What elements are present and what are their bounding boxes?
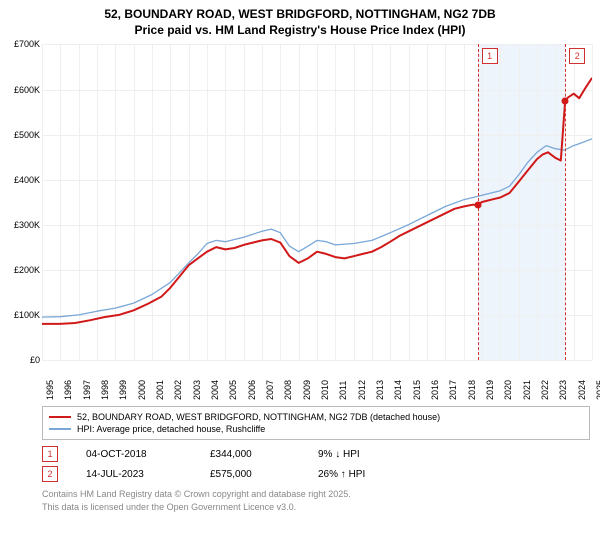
x-axis-label: 2023 xyxy=(558,380,568,400)
x-axis-label: 2018 xyxy=(467,380,477,400)
legend-label: 52, BOUNDARY ROAD, WEST BRIDGFORD, NOTTI… xyxy=(77,412,440,422)
x-axis-label: 2024 xyxy=(577,380,587,400)
series-hpi xyxy=(42,139,592,317)
x-axis-label: 2005 xyxy=(228,380,238,400)
legend-swatch xyxy=(49,428,71,430)
x-axis-label: 2007 xyxy=(265,380,275,400)
legend-box: 52, BOUNDARY ROAD, WEST BRIDGFORD, NOTTI… xyxy=(42,406,590,440)
x-axis-label: 2020 xyxy=(503,380,513,400)
x-axis-label: 2019 xyxy=(485,380,495,400)
line-series-svg xyxy=(42,44,592,360)
sale-data-point xyxy=(562,97,569,104)
sale-date: 14-JUL-2023 xyxy=(86,469,182,480)
y-axis-label: £100K xyxy=(0,310,40,320)
x-axis-label: 2001 xyxy=(155,380,165,400)
x-axis-label: 1996 xyxy=(63,380,73,400)
sale-row-badge: 2 xyxy=(42,466,58,482)
sale-row: 1 04-OCT-2018 £344,000 9% ↓ HPI xyxy=(42,446,590,462)
footer-copyright: Contains HM Land Registry data © Crown c… xyxy=(42,488,590,512)
x-axis-label: 1997 xyxy=(82,380,92,400)
y-axis-label: £500K xyxy=(0,130,40,140)
x-axis-label: 1998 xyxy=(100,380,110,400)
sale-hpi-delta: 9% ↓ HPI xyxy=(318,449,418,460)
y-axis-label: £600K xyxy=(0,85,40,95)
sale-row-badge: 1 xyxy=(42,446,58,462)
x-axis-label: 1995 xyxy=(45,380,55,400)
x-axis-label: 1999 xyxy=(118,380,128,400)
plot-region: 12 xyxy=(42,44,592,360)
footer-line-1: Contains HM Land Registry data © Crown c… xyxy=(42,488,590,500)
footer-line-2: This data is licensed under the Open Gov… xyxy=(42,501,590,513)
x-axis-label: 2025 xyxy=(595,380,600,400)
chart-area: 12 £0£100K£200K£300K£400K£500K£600K£700K… xyxy=(0,38,600,378)
legend-label: HPI: Average price, detached house, Rush… xyxy=(77,424,265,434)
x-axis-label: 2011 xyxy=(338,381,348,400)
x-axis-label: 2017 xyxy=(448,380,458,400)
legend-swatch xyxy=(49,416,71,418)
x-axis-label: 2004 xyxy=(210,380,220,400)
x-axis-label: 2003 xyxy=(192,380,202,400)
sale-data-point xyxy=(474,202,481,209)
legend-item: HPI: Average price, detached house, Rush… xyxy=(49,423,583,435)
x-axis-label: 2009 xyxy=(302,380,312,400)
x-axis-label: 2002 xyxy=(173,380,183,400)
x-axis-label: 2010 xyxy=(320,380,330,400)
sale-hpi-delta: 26% ↑ HPI xyxy=(318,469,418,480)
x-axis-label: 2016 xyxy=(430,380,440,400)
x-axis-label: 2014 xyxy=(393,380,403,400)
x-axis-label: 2015 xyxy=(412,380,422,400)
sale-marker-badge: 2 xyxy=(569,48,585,64)
y-axis-label: £400K xyxy=(0,175,40,185)
x-axis-label: 2022 xyxy=(540,380,550,400)
sale-date: 04-OCT-2018 xyxy=(86,449,182,460)
x-axis-label: 2008 xyxy=(283,380,293,400)
sale-marker-line xyxy=(565,44,566,360)
y-axis-label: £200K xyxy=(0,265,40,275)
y-axis-label: £0 xyxy=(0,355,40,365)
x-axis-label: 2013 xyxy=(375,380,385,400)
title-line-2: Price paid vs. HM Land Registry's House … xyxy=(0,22,600,38)
sale-marker-badge: 1 xyxy=(482,48,498,64)
gridline-v xyxy=(592,44,593,360)
title-line-1: 52, BOUNDARY ROAD, WEST BRIDGFORD, NOTTI… xyxy=(0,6,600,22)
sale-row: 2 14-JUL-2023 £575,000 26% ↑ HPI xyxy=(42,466,590,482)
x-axis-label: 2021 xyxy=(522,380,532,400)
sale-price: £575,000 xyxy=(210,469,290,480)
sale-price: £344,000 xyxy=(210,449,290,460)
chart-title: 52, BOUNDARY ROAD, WEST BRIDGFORD, NOTTI… xyxy=(0,0,600,38)
gridline-h xyxy=(42,360,592,361)
x-axis-label: 2012 xyxy=(357,380,367,400)
x-axis-label: 2006 xyxy=(247,380,257,400)
y-axis-label: £700K xyxy=(0,39,40,49)
x-axis-label: 2000 xyxy=(137,380,147,400)
y-axis-label: £300K xyxy=(0,220,40,230)
legend-item: 52, BOUNDARY ROAD, WEST BRIDGFORD, NOTTI… xyxy=(49,411,583,423)
series-property xyxy=(42,78,592,324)
